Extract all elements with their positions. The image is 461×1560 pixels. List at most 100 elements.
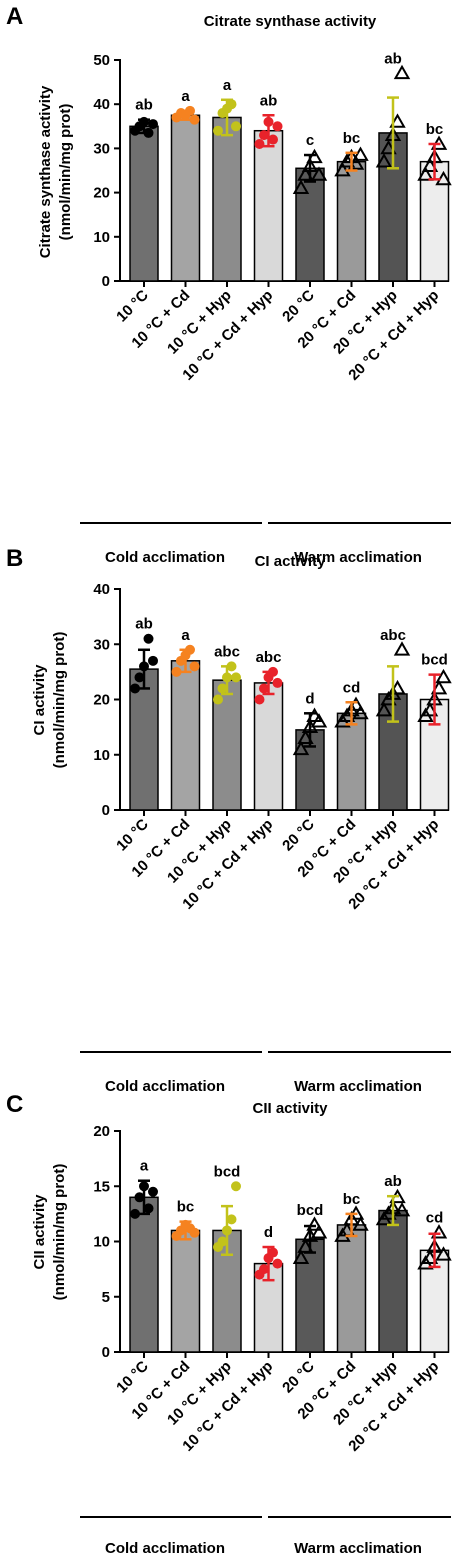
y-tick-label: 30 [93,140,110,157]
data-point-triangle [310,166,328,181]
data-point [130,683,140,694]
data-point [134,1192,145,1203]
y-tick-label: 20 [93,185,110,202]
data-point [259,1264,269,1275]
category-label: 20 °C [279,287,318,326]
y-axis-label-c-line1: CII activity [31,1194,48,1270]
significance-label: bcd [297,1202,324,1219]
y-tick-label: 0 [102,1344,110,1361]
data-point [134,672,145,683]
category-label: 10 °C [113,1358,152,1397]
y-tick-label: 20 [93,1123,110,1140]
data-point-triangle [352,1216,369,1231]
data-point-triangle [292,179,310,195]
data-point [143,633,154,644]
data-point [259,130,269,141]
data-point [189,1227,200,1238]
data-point [254,694,265,705]
category-label: 10 °C [113,816,152,855]
significance-label: a [181,88,190,105]
bar-c-5 [336,1224,367,1353]
data-point [272,1258,283,1269]
data-point [213,694,223,705]
panel-a: A Citrate synthase activity Citrate synt… [6,3,452,566]
data-point [268,1247,278,1258]
panel-letter-a: A [6,3,23,30]
significance-label: bc [177,1199,195,1216]
category-label: 10 °C [113,287,152,326]
significance-label: bc [343,1191,361,1208]
data-point [231,121,241,132]
significance-label: ab [384,1173,402,1190]
panel-c: C CII activity CII activity (nmol/min/mg… [6,1091,452,1557]
data-point [272,677,283,688]
group-label-warm-a: Warm acclimation [294,549,422,566]
group-label-cold-c: Cold acclimation [105,1540,225,1557]
bar-a-5 [336,160,367,282]
bar-c-6 [378,1209,408,1353]
bar-c-4 [295,1238,325,1353]
y-tick-label: 20 [93,692,110,709]
significance-label: ab [260,92,278,109]
bar-c-1 [170,1229,201,1353]
data-point [148,119,158,130]
data-point-triangle [417,166,434,181]
bar-a-4 [295,167,325,282]
y-axis-label-a-line1: Citrate synthase activity [37,85,54,258]
bar-a-0 [129,125,159,282]
y-tick-label: 10 [93,1234,110,1251]
data-point-triangle [306,1216,323,1231]
data-point [231,672,241,683]
significance-label: bcd [421,652,448,669]
category-label: 20 °C [279,816,318,855]
significance-label: cd [426,1210,444,1227]
significance-label: ab [384,50,402,67]
panel-letter-b: B [6,545,23,572]
data-point-triangle [310,1224,328,1239]
bar-c-0 [129,1196,159,1353]
y-tick-label: 10 [93,747,110,764]
data-point [226,1214,237,1225]
significance-label: ab [135,616,153,633]
panel-title-c: CII activity [252,1100,328,1117]
group-label-warm-b: Warm acclimation [294,1078,422,1095]
significance-label: c [306,132,314,149]
panel-title-b: CI activity [255,553,327,570]
y-axis-label-c-line2: (nmol/min/mg prot) [51,1164,68,1301]
data-point [259,683,269,694]
significance-label: a [140,1158,149,1175]
significance-label: cd [343,679,361,696]
data-point [130,1208,140,1219]
significance-label: d [305,690,314,707]
data-point [217,683,228,694]
data-point [231,1181,241,1192]
data-point [148,655,158,666]
data-point [171,666,182,677]
y-tick-label: 0 [102,802,110,819]
significance-label: a [223,77,232,94]
significance-label: abc [256,649,282,666]
data-point-triangle [375,702,393,717]
y-tick-label: 50 [93,52,110,69]
data-point-triangle [375,153,393,168]
y-axis-label-b-line2: (nmol/min/mg prot) [51,632,68,769]
data-point [189,114,200,125]
group-label-warm-c: Warm acclimation [294,1540,422,1557]
y-tick-label: 0 [102,273,110,290]
data-point-triangle [292,740,310,756]
y-tick-label: 10 [93,229,110,246]
data-point [143,1203,154,1214]
y-tick-label: 40 [93,581,110,598]
data-point [226,99,237,110]
data-point [148,1186,158,1197]
y-tick-label: 15 [93,1178,110,1195]
panel-letter-c: C [6,1091,23,1118]
bar-b-5 [336,712,367,811]
y-axis-label-a-line2: (nmol/min/mg prot) [57,104,74,241]
significance-label: bcd [214,1163,241,1180]
data-point [254,138,265,149]
